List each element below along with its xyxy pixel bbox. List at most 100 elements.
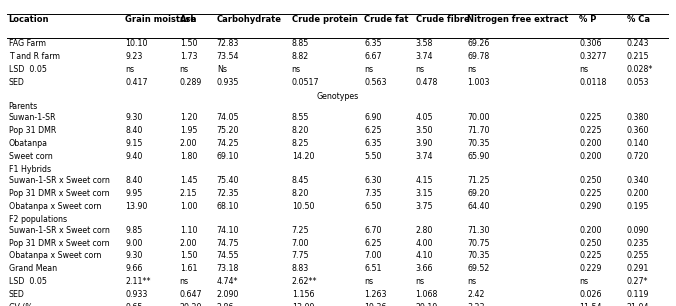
Text: 70.75: 70.75 — [467, 238, 489, 248]
Text: FAG Farm: FAG Farm — [9, 39, 46, 48]
Text: 8.83: 8.83 — [291, 264, 309, 273]
Text: 3.74: 3.74 — [416, 152, 433, 161]
Text: 0.140: 0.140 — [627, 139, 650, 148]
Text: 9.95: 9.95 — [125, 189, 143, 198]
Text: 3.50: 3.50 — [416, 126, 433, 135]
Text: 9.85: 9.85 — [125, 226, 143, 235]
Text: 6.67: 6.67 — [364, 52, 382, 61]
Text: 1.10: 1.10 — [180, 226, 197, 235]
Text: 19.36: 19.36 — [364, 303, 387, 306]
Text: Genotypes: Genotypes — [317, 91, 359, 101]
Text: Pop 31 DMR: Pop 31 DMR — [9, 126, 56, 135]
Text: SED: SED — [9, 78, 24, 87]
Text: 0.289: 0.289 — [180, 78, 202, 87]
Text: 0.647: 0.647 — [180, 290, 202, 299]
Text: 1.50: 1.50 — [180, 252, 197, 260]
Text: ns: ns — [291, 65, 301, 74]
Text: F2 populations: F2 populations — [9, 215, 67, 224]
Text: 6.51: 6.51 — [364, 264, 382, 273]
Text: 6.90: 6.90 — [364, 114, 382, 122]
Text: ns: ns — [579, 277, 588, 286]
Text: 8.40: 8.40 — [125, 176, 143, 185]
Text: ns: ns — [364, 65, 374, 74]
Text: 10.50: 10.50 — [291, 202, 314, 211]
Text: 8.40: 8.40 — [125, 126, 143, 135]
Text: Location: Location — [9, 15, 49, 24]
Text: 69.20: 69.20 — [467, 189, 489, 198]
Text: ns: ns — [180, 65, 189, 74]
Text: 7.35: 7.35 — [364, 189, 382, 198]
Text: Obatanpa x Sweet corn: Obatanpa x Sweet corn — [9, 252, 101, 260]
Text: 13.90: 13.90 — [125, 202, 148, 211]
Text: ns: ns — [467, 277, 477, 286]
Text: ns: ns — [180, 277, 189, 286]
Text: Ash: Ash — [180, 15, 197, 24]
Text: 21.04: 21.04 — [627, 303, 650, 306]
Text: SED: SED — [9, 290, 24, 299]
Text: 70.35: 70.35 — [467, 139, 489, 148]
Text: 0.090: 0.090 — [627, 226, 649, 235]
Text: 69.10: 69.10 — [217, 152, 239, 161]
Text: 6.35: 6.35 — [364, 139, 382, 148]
Text: 2.86: 2.86 — [217, 303, 234, 306]
Text: 1.003: 1.003 — [467, 78, 489, 87]
Text: % Ca: % Ca — [627, 15, 650, 24]
Text: 6.25: 6.25 — [364, 126, 382, 135]
Text: ns: ns — [467, 65, 477, 74]
Text: 72.35: 72.35 — [217, 189, 239, 198]
Text: 74.25: 74.25 — [217, 139, 239, 148]
Text: 74.05: 74.05 — [217, 114, 239, 122]
Text: 8.82: 8.82 — [291, 52, 309, 61]
Text: 10.10: 10.10 — [125, 39, 148, 48]
Text: Sweet corn: Sweet corn — [9, 152, 53, 161]
Text: 0.417: 0.417 — [125, 78, 148, 87]
Text: 0.225: 0.225 — [579, 189, 602, 198]
Text: 4.05: 4.05 — [416, 114, 433, 122]
Text: 6.30: 6.30 — [364, 176, 382, 185]
Text: 9.00: 9.00 — [125, 238, 143, 248]
Text: 1.61: 1.61 — [180, 264, 197, 273]
Text: Obatanpa: Obatanpa — [9, 139, 48, 148]
Text: 3.74: 3.74 — [416, 52, 433, 61]
Text: 29.19: 29.19 — [416, 303, 438, 306]
Text: 4.00: 4.00 — [416, 238, 433, 248]
Text: 3.75: 3.75 — [416, 202, 433, 211]
Text: 71.30: 71.30 — [467, 226, 489, 235]
Text: 0.119: 0.119 — [627, 290, 649, 299]
Text: 0.200: 0.200 — [579, 226, 602, 235]
Text: 0.026: 0.026 — [579, 290, 602, 299]
Text: 0.0517: 0.0517 — [291, 78, 319, 87]
Text: 0.290: 0.290 — [579, 202, 602, 211]
Text: 0.340: 0.340 — [627, 176, 650, 185]
Text: 0.360: 0.360 — [627, 126, 650, 135]
Text: 8.45: 8.45 — [291, 176, 309, 185]
Text: Carbohydrate: Carbohydrate — [217, 15, 282, 24]
Text: 0.291: 0.291 — [627, 264, 649, 273]
Text: 4.15: 4.15 — [416, 176, 433, 185]
Text: 3.90: 3.90 — [416, 139, 433, 148]
Text: 8.85: 8.85 — [291, 39, 309, 48]
Text: 1.068: 1.068 — [416, 290, 438, 299]
Text: T and R farm: T and R farm — [9, 52, 59, 61]
Text: 1.156: 1.156 — [291, 290, 314, 299]
Text: 2.42: 2.42 — [467, 290, 485, 299]
Text: 74.55: 74.55 — [217, 252, 239, 260]
Text: 68.10: 68.10 — [217, 202, 239, 211]
Text: 0.243: 0.243 — [627, 39, 650, 48]
Text: 7.00: 7.00 — [291, 238, 309, 248]
Text: 0.225: 0.225 — [579, 252, 602, 260]
Text: 0.563: 0.563 — [364, 78, 387, 87]
Text: 9.30: 9.30 — [125, 252, 143, 260]
Text: ns: ns — [364, 277, 374, 286]
Text: Ns: Ns — [217, 65, 226, 74]
Text: 0.720: 0.720 — [627, 152, 650, 161]
Text: 2.090: 2.090 — [217, 290, 239, 299]
Text: 0.0118: 0.0118 — [579, 78, 606, 87]
Text: 73.54: 73.54 — [217, 52, 239, 61]
Text: 0.250: 0.250 — [579, 238, 602, 248]
Text: Suwan-1-SR x Sweet corn: Suwan-1-SR x Sweet corn — [9, 176, 110, 185]
Text: 13.09: 13.09 — [291, 303, 314, 306]
Text: 70.00: 70.00 — [467, 114, 489, 122]
Text: ns: ns — [416, 65, 425, 74]
Text: Nitrogen free extract: Nitrogen free extract — [467, 15, 569, 24]
